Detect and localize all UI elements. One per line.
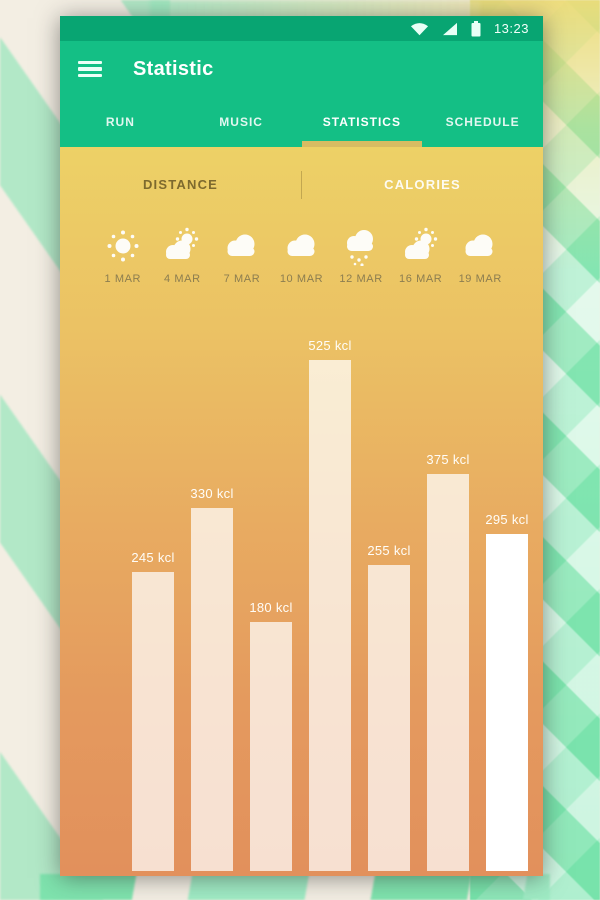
chart-bar-value-label: 180 kcl: [249, 600, 293, 615]
tab-music[interactable]: MUSIC: [219, 115, 263, 129]
page-title: Statistic: [133, 57, 214, 80]
chart-bar-value-label: 255 kcl: [367, 543, 411, 558]
app-bar: Statistic: [60, 41, 543, 97]
hamburger-menu-icon[interactable]: [78, 60, 102, 78]
chart-bar: [368, 565, 410, 871]
signal-icon: [442, 22, 457, 35]
subtab-bar: DISTANCE CALORIES: [60, 147, 543, 222]
chart-bar-value-label: 295 kcl: [485, 512, 529, 527]
weather-date-label: 19 MAR: [458, 273, 502, 285]
weather-day: 19 MAR: [450, 222, 510, 302]
cloud-icon: [458, 222, 502, 266]
weather-date-label: 4 MAR: [164, 273, 201, 285]
weather-day: 1 MAR: [93, 222, 153, 302]
weather-date-label: 1 MAR: [104, 273, 142, 285]
sun-cloud-icon: [160, 222, 204, 266]
statistics-content: DISTANCE CALORIES 1 MAR 4 MAR 7 MAR 10 M…: [60, 147, 543, 876]
weather-row: 1 MAR 4 MAR 7 MAR 10 MAR 12 MAR 16 MAR: [60, 222, 543, 302]
sun-cloud-icon: [399, 222, 443, 266]
chart-bar-value-label: 330 kcl: [190, 486, 234, 501]
subtab-distance[interactable]: DISTANCE: [142, 177, 219, 192]
active-tab-indicator: [301, 141, 423, 147]
status-bar: 13:23: [60, 16, 543, 41]
chart-bar-value-label: 525 kcl: [308, 338, 352, 353]
background-bottom-patches: [40, 874, 550, 900]
weather-date-label: 10 MAR: [279, 273, 324, 285]
chart-bar: [191, 508, 233, 871]
rain-cloud-icon: [339, 222, 383, 266]
tab-schedule[interactable]: SCHEDULE: [445, 115, 520, 129]
chart-bar: [132, 572, 174, 871]
cloud-icon: [280, 222, 324, 266]
calories-bar-chart: 245 kcl 330 kcl 180 kcl 525 kcl 255 kcl 375 k…: [60, 302, 543, 871]
weather-date-label: 12 MAR: [339, 273, 383, 285]
app-window: 13:23 Statistic RUN MUSIC STATISTICS SCH…: [60, 16, 543, 876]
wifi-icon: [410, 22, 429, 35]
weather-day: 10 MAR: [272, 222, 332, 302]
weather-day: 4 MAR: [153, 222, 213, 302]
battery-icon: [471, 20, 481, 36]
weather-date-label: 16 MAR: [399, 273, 443, 285]
tab-statistics[interactable]: STATISTICS: [322, 115, 401, 129]
subtab-divider: [301, 170, 302, 199]
tab-run[interactable]: RUN: [105, 115, 135, 129]
chart-bar: [250, 622, 292, 871]
tab-bar: RUN MUSIC STATISTICS SCHEDULE: [60, 97, 543, 147]
chart-bar: [427, 474, 469, 871]
clock-time: 13:23: [493, 21, 529, 36]
chart-bar: [486, 534, 528, 871]
weather-day: 7 MAR: [212, 222, 272, 302]
chart-bar-value-label: 375 kcl: [426, 452, 470, 467]
weather-date-label: 7 MAR: [223, 273, 261, 285]
chart-bar-value-label: 245 kcl: [131, 550, 175, 565]
cloud-icon: [220, 222, 264, 266]
weather-day: 12 MAR: [331, 222, 391, 302]
weather-day: 16 MAR: [391, 222, 451, 302]
sun-icon: [103, 222, 143, 266]
chart-bar: [309, 360, 351, 871]
subtab-calories[interactable]: CALORIES: [384, 177, 461, 192]
